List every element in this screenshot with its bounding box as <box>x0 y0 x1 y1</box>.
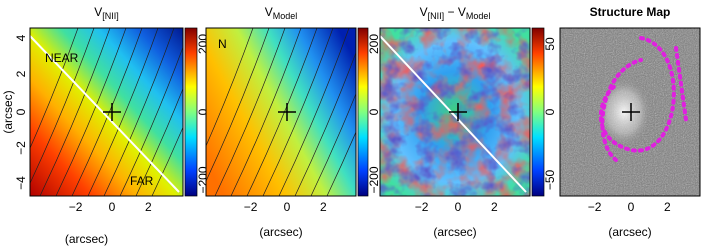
contour <box>39 28 111 196</box>
title-subscript: [NII] <box>428 11 445 21</box>
frame <box>379 27 531 197</box>
y-tick-label: 2 <box>14 70 28 77</box>
contour <box>206 28 270 182</box>
panel-title: Structure Map <box>590 5 671 19</box>
contour <box>151 126 183 196</box>
annotation: FAR <box>130 174 154 188</box>
title-text: − V <box>444 5 466 19</box>
x-tick-label: 2 <box>320 200 327 214</box>
contour <box>310 92 356 196</box>
panel-title: V[NII] − VModel <box>420 5 491 21</box>
frame <box>559 27 701 197</box>
y-axis-label: (arcsec) <box>1 90 15 133</box>
title-text: V <box>265 5 273 19</box>
contour <box>30 28 95 185</box>
annotation: N <box>218 37 227 51</box>
colorbar-tick-label: 200 <box>367 34 381 54</box>
y-tick-label: 4 <box>14 34 28 41</box>
x-tick-label: 2 <box>664 200 671 214</box>
title-subscript: [NII] <box>102 11 119 21</box>
colorbar <box>531 27 545 197</box>
colorbar-tick-label: 50 <box>543 37 557 51</box>
contour <box>87 28 159 196</box>
contour <box>294 51 356 196</box>
spiral <box>598 36 688 162</box>
contour <box>55 28 127 196</box>
major-axis <box>380 35 527 193</box>
title-text: V <box>420 5 428 19</box>
panel-title: V[NII] <box>94 5 119 21</box>
colorbar-tick-label: 0 <box>367 108 381 115</box>
contour <box>30 28 79 149</box>
colorbar-tick-label: 0 <box>543 108 557 115</box>
x-tick-label: 0 <box>284 200 291 214</box>
y-tick-label: −4 <box>14 176 28 190</box>
colorbar <box>357 27 369 197</box>
panel-title: VModel <box>265 5 298 21</box>
x-tick-label: −2 <box>244 200 258 214</box>
colorbar-tick-label: −200 <box>367 166 381 193</box>
contour <box>326 131 356 196</box>
contour <box>206 28 254 147</box>
x-tick-label: 0 <box>109 200 116 214</box>
title-subscript: Model <box>466 11 491 21</box>
colorbar-tick-label: 0 <box>196 108 210 115</box>
y-tick-label: 0 <box>14 108 28 115</box>
x-tick-label: −2 <box>69 200 83 214</box>
x-axis-label: (arcsec) <box>65 232 108 246</box>
x-tick-label: 0 <box>628 200 635 214</box>
contour <box>278 28 350 196</box>
x-tick-label: 2 <box>491 200 498 214</box>
x-axis-label: (arcsec) <box>259 225 302 239</box>
annotation: NEAR <box>45 51 79 65</box>
colorbar-tick-label: −50 <box>543 169 557 190</box>
panel-image <box>380 28 530 196</box>
contour <box>135 87 183 196</box>
x-tick-label: −2 <box>588 200 602 214</box>
title-text: Structure Map <box>590 5 671 19</box>
frame <box>29 27 184 197</box>
x-axis-label: (arcsec) <box>608 225 651 239</box>
title-text: V <box>94 5 102 19</box>
contour <box>262 28 334 196</box>
contour <box>214 28 286 196</box>
x-tick-label: −2 <box>415 200 429 214</box>
panel-image <box>30 28 183 196</box>
title-subscript: Model <box>273 11 298 21</box>
contour <box>230 28 302 196</box>
x-axis-label: (arcsec) <box>433 225 476 239</box>
frame <box>205 27 357 197</box>
contour <box>103 28 175 196</box>
y-tick-label: −2 <box>14 141 28 155</box>
major-axis <box>30 35 180 193</box>
x-tick-label: 2 <box>145 200 152 214</box>
colorbar <box>184 27 198 197</box>
x-tick-label: 0 <box>455 200 462 214</box>
